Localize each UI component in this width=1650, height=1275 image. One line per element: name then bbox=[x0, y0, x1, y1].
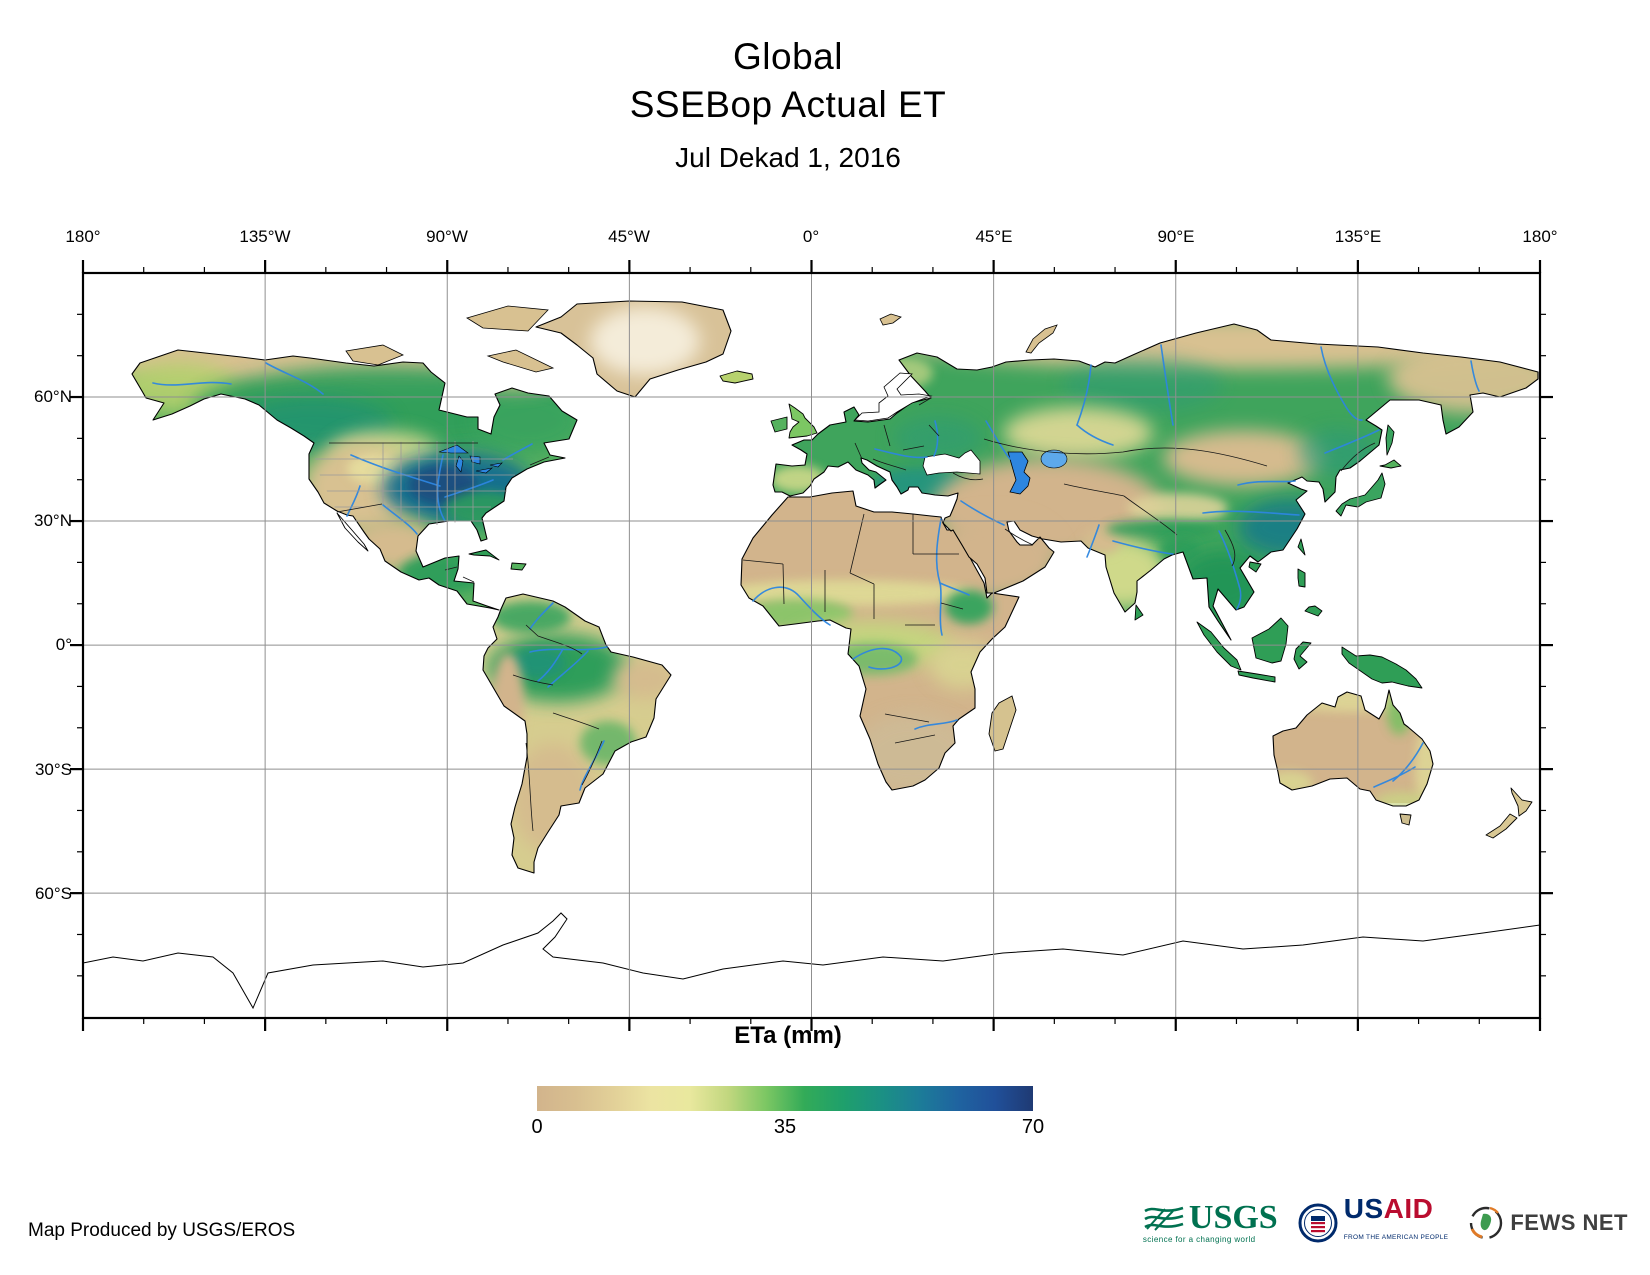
aral-sea bbox=[1040, 449, 1068, 469]
world-map-svg bbox=[70, 260, 1553, 1031]
black-sea bbox=[922, 449, 981, 476]
usaid-wordmark-us: US bbox=[1343, 1192, 1384, 1224]
lat-label: 0° bbox=[55, 635, 72, 654]
legend-title: ETa (mm) bbox=[734, 1022, 842, 1049]
legend-tick-min: 0 bbox=[531, 1116, 543, 1138]
lon-label: 0° bbox=[802, 227, 820, 246]
logo-row: USGS science for a changing world USAID … bbox=[1143, 1192, 1628, 1254]
lon-label: 45°E bbox=[975, 227, 1013, 246]
lon-label: 135°E bbox=[1334, 227, 1382, 246]
islands bbox=[468, 370, 1533, 839]
map-content bbox=[83, 273, 1540, 1018]
usgs-tagline: science for a changing world bbox=[1142, 1235, 1256, 1244]
lat-label: 60°N bbox=[34, 387, 72, 406]
lon-label: 180° bbox=[1522, 227, 1558, 246]
caspian-sea bbox=[1007, 451, 1031, 495]
page-subtitle: SSEBop Actual ET bbox=[629, 84, 947, 125]
usaid-tagline: FROM THE AMERICAN PEOPLE bbox=[1343, 1233, 1449, 1241]
legend-tick-max: 70 bbox=[1021, 1116, 1045, 1138]
legend-tick-mid: 35 bbox=[773, 1116, 797, 1138]
usaid-logo: USAID FROM THE AMERICAN PEOPLE bbox=[1298, 1194, 1449, 1250]
fewsnet-logo: FEWS NET bbox=[1468, 1205, 1628, 1241]
world-map bbox=[63, 253, 1560, 1038]
south-america bbox=[483, 594, 671, 873]
axis-ticks bbox=[70, 260, 1553, 1031]
graticule bbox=[83, 273, 1540, 1018]
madagascar bbox=[988, 695, 1017, 752]
page-title: Global bbox=[733, 36, 843, 77]
greenland bbox=[536, 301, 731, 397]
arctic-islands bbox=[345, 305, 1058, 373]
map-date: Jul Dekad 1, 2016 bbox=[675, 142, 901, 173]
lat-label: 30°N bbox=[34, 511, 72, 530]
fewsnet-wordmark: FEWS NET bbox=[1510, 1210, 1628, 1235]
lon-label: 135°W bbox=[239, 227, 291, 246]
us-state-borders bbox=[315, 441, 515, 525]
country-borders bbox=[329, 397, 1376, 832]
baja-california bbox=[336, 512, 369, 552]
usaid-seal-icon bbox=[1298, 1203, 1338, 1243]
usaid-wordmark-aid: AID bbox=[1383, 1192, 1434, 1224]
lon-label: 90°W bbox=[426, 227, 468, 246]
usgs-wordmark: USGS bbox=[1188, 1199, 1278, 1236]
lat-label: 30°S bbox=[34, 760, 72, 779]
map-credit: Map Produced by USGS/EROS bbox=[28, 1220, 296, 1241]
lon-label: 45°W bbox=[608, 227, 650, 246]
fewsnet-globe-icon bbox=[1470, 1206, 1503, 1240]
lon-label: 180° bbox=[65, 227, 101, 246]
usgs-logo: USGS science for a changing world bbox=[1142, 1199, 1278, 1245]
lat-label: 60°S bbox=[34, 884, 72, 903]
legend-colorbar bbox=[537, 1086, 1033, 1111]
lon-label: 90°E bbox=[1157, 227, 1195, 246]
usgs-wave-icon bbox=[1144, 1206, 1184, 1231]
